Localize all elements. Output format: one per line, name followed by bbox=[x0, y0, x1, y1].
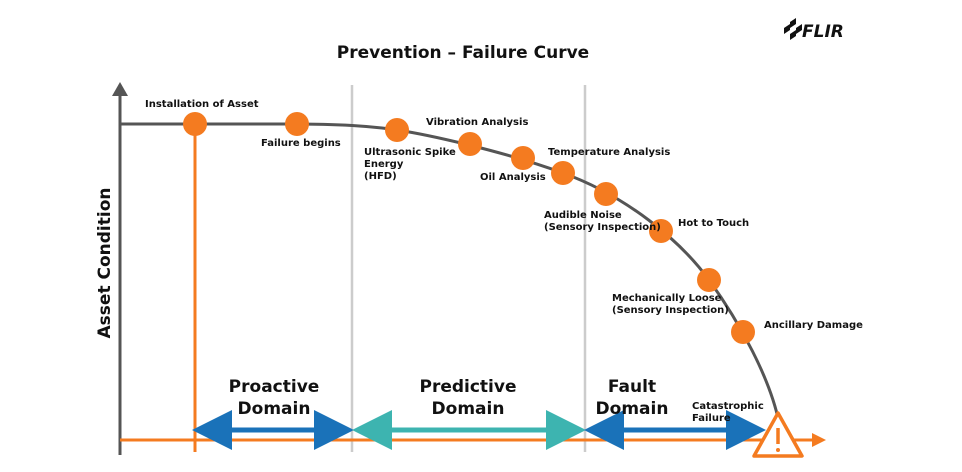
point-label: Ancillary Damage bbox=[764, 320, 863, 331]
curve-point bbox=[285, 112, 309, 136]
point-label: Oil Analysis bbox=[480, 172, 546, 183]
x-axis-arrow bbox=[812, 433, 826, 447]
end-label: Failure bbox=[692, 413, 731, 424]
domain-label: Predictive bbox=[419, 377, 516, 397]
curve-point bbox=[731, 320, 755, 344]
curve-point bbox=[385, 118, 409, 142]
curve-point bbox=[183, 112, 207, 136]
curve-point bbox=[697, 268, 721, 292]
point-label: (Sensory Inspection) bbox=[544, 222, 661, 233]
title: Prevention – Failure Curve bbox=[337, 43, 589, 63]
curve-point bbox=[458, 132, 482, 156]
y-axis-arrow bbox=[112, 82, 128, 96]
point-label: Audible Noise bbox=[544, 210, 622, 221]
y-axis-label: Asset Condition bbox=[95, 188, 115, 339]
point-label: Energy bbox=[364, 159, 404, 170]
domain-label: Domain bbox=[432, 399, 505, 419]
logo-text: FLIR bbox=[802, 22, 844, 42]
domain-label: Proactive bbox=[229, 377, 320, 397]
domain-label: Domain bbox=[596, 399, 669, 419]
warning-icon bbox=[752, 411, 804, 458]
point-label: Failure begins bbox=[261, 138, 341, 149]
point-label: Mechanically Loose bbox=[612, 293, 722, 304]
point-label: Installation of Asset bbox=[145, 99, 259, 110]
curve-point bbox=[511, 146, 535, 170]
end-label: Catastrophic bbox=[692, 401, 764, 412]
point-label: Hot to Touch bbox=[678, 218, 749, 229]
curve-point bbox=[649, 219, 673, 243]
point-label: Ultrasonic Spike bbox=[364, 147, 456, 158]
domain-label: Domain bbox=[238, 399, 311, 419]
point-label: Vibration Analysis bbox=[426, 117, 528, 128]
point-label: Temperature Analysis bbox=[548, 147, 670, 158]
point-label: (HFD) bbox=[364, 171, 397, 182]
curve-point bbox=[594, 182, 618, 206]
point-label: (Sensory Inspection) bbox=[612, 305, 729, 316]
domain-label: Fault bbox=[608, 377, 656, 397]
logo: FLIR bbox=[784, 18, 844, 42]
curve-point bbox=[551, 161, 575, 185]
